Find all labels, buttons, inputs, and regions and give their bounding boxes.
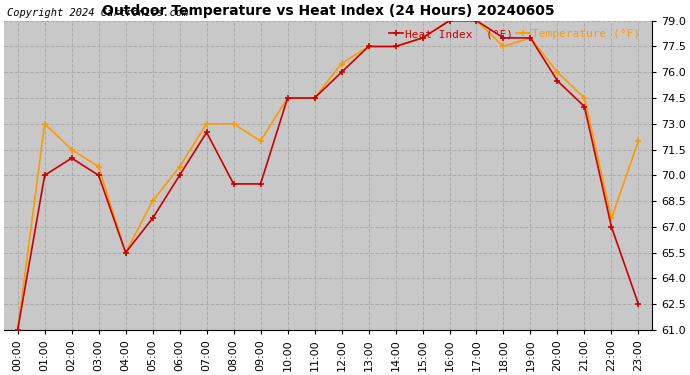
Temperature (°F) — [500, 44, 508, 49]
Temperature (°F) — [68, 147, 76, 152]
Temperature (°F) — [473, 18, 481, 23]
Heat Index  (°F) — [257, 182, 265, 186]
Heat Index  (°F) — [175, 173, 184, 178]
Temperature (°F) — [121, 251, 130, 255]
Temperature (°F) — [202, 122, 210, 126]
Temperature (°F) — [14, 328, 22, 332]
Temperature (°F) — [418, 36, 426, 40]
Line: Temperature (°F): Temperature (°F) — [14, 17, 642, 333]
Temperature (°F) — [257, 139, 265, 143]
Temperature (°F) — [364, 44, 373, 49]
Heat Index  (°F) — [500, 36, 508, 40]
Line: Heat Index  (°F): Heat Index (°F) — [14, 17, 642, 333]
Temperature (°F) — [95, 165, 103, 169]
Heat Index  (°F) — [230, 182, 238, 186]
Temperature (°F) — [284, 96, 292, 100]
Heat Index  (°F) — [580, 104, 589, 109]
Heat Index  (°F) — [526, 36, 535, 40]
Temperature (°F) — [41, 122, 49, 126]
Legend: Heat Index  (°F), Temperature (°F): Heat Index (°F), Temperature (°F) — [389, 29, 640, 39]
Temperature (°F) — [445, 18, 453, 23]
Heat Index  (°F) — [95, 173, 103, 178]
Temperature (°F) — [230, 122, 238, 126]
Text: Copyright 2024 Cartronics.com: Copyright 2024 Cartronics.com — [8, 8, 188, 18]
Temperature (°F) — [607, 216, 615, 220]
Heat Index  (°F) — [607, 225, 615, 229]
Temperature (°F) — [310, 96, 319, 100]
Temperature (°F) — [526, 36, 535, 40]
Heat Index  (°F) — [121, 251, 130, 255]
Heat Index  (°F) — [391, 44, 400, 49]
Heat Index  (°F) — [473, 18, 481, 23]
Heat Index  (°F) — [41, 173, 49, 178]
Heat Index  (°F) — [310, 96, 319, 100]
Heat Index  (°F) — [148, 216, 157, 220]
Heat Index  (°F) — [14, 328, 22, 332]
Heat Index  (°F) — [553, 79, 562, 83]
Temperature (°F) — [580, 96, 589, 100]
Temperature (°F) — [553, 70, 562, 75]
Temperature (°F) — [391, 44, 400, 49]
Heat Index  (°F) — [364, 44, 373, 49]
Temperature (°F) — [175, 165, 184, 169]
Heat Index  (°F) — [68, 156, 76, 160]
Temperature (°F) — [634, 139, 642, 143]
Heat Index  (°F) — [202, 130, 210, 135]
Temperature (°F) — [337, 62, 346, 66]
Heat Index  (°F) — [337, 70, 346, 75]
Heat Index  (°F) — [445, 18, 453, 23]
Title: Outdoor Temperature vs Heat Index (24 Hours) 20240605: Outdoor Temperature vs Heat Index (24 Ho… — [101, 4, 554, 18]
Heat Index  (°F) — [418, 36, 426, 40]
Heat Index  (°F) — [634, 302, 642, 306]
Heat Index  (°F) — [284, 96, 292, 100]
Temperature (°F) — [148, 199, 157, 203]
